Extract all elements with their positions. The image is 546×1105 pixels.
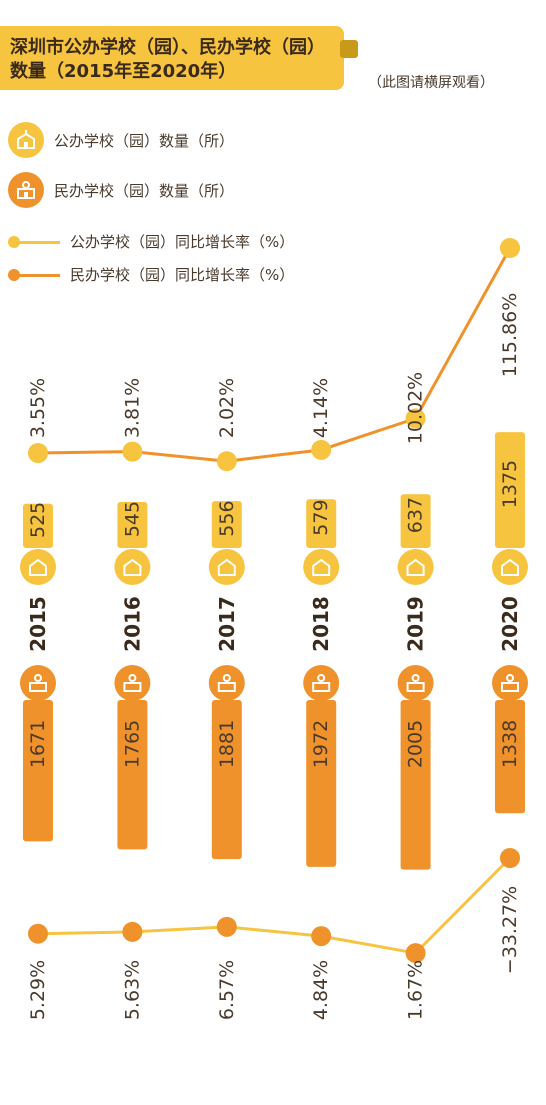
private-growth-point-2016 bbox=[122, 921, 143, 942]
private-count-label-2015: 1671 bbox=[27, 720, 49, 768]
private-school-icon-bell-2020 bbox=[506, 674, 514, 682]
x-tick-label-2020: 2020 bbox=[498, 596, 522, 652]
public-count-label-2020: 1375 bbox=[499, 460, 521, 508]
private-count-label-2016: 1765 bbox=[121, 720, 143, 768]
legend-private-line-swatch bbox=[8, 268, 60, 282]
private-growth-label-2020: −33.27% bbox=[499, 886, 521, 974]
private-count-label-2017: 1881 bbox=[216, 720, 238, 768]
legend-private-count-label: 民办学校（园）数量（所） bbox=[54, 181, 235, 200]
x-tick-label-2017: 2017 bbox=[215, 596, 239, 652]
private-school-icon-body-2015 bbox=[29, 682, 47, 692]
public-school-icon-glyph-2019 bbox=[406, 558, 425, 576]
private-growth-point-2018 bbox=[311, 926, 332, 947]
legend-public-line-swatch bbox=[8, 235, 60, 249]
private-school-icon-bell-2018 bbox=[317, 674, 326, 682]
public-school-icon-2017 bbox=[208, 549, 245, 585]
public-growth-label-2020: 115.86% bbox=[499, 293, 521, 378]
rotate-note: （此图请横屏观看） bbox=[368, 75, 494, 91]
private-growth-label-2017: 6.57% bbox=[216, 960, 238, 1020]
public-growth-point-2017 bbox=[216, 451, 237, 472]
public-growth-label-2018: 4.14% bbox=[310, 378, 332, 438]
public-count-bar-2017 bbox=[211, 501, 242, 548]
public-school-icon-2020 bbox=[492, 549, 528, 585]
public-count-label-2018: 579 bbox=[310, 499, 332, 535]
public-school-icon-2016 bbox=[114, 549, 151, 585]
private-growth-point-2019 bbox=[405, 943, 426, 964]
private-growth-line bbox=[37, 856, 512, 955]
private-school-icon-bell-2016 bbox=[128, 674, 137, 682]
school-building-icon bbox=[8, 122, 44, 158]
public-growth-point-2016 bbox=[122, 441, 143, 462]
chart-title-line2: 数量（2015年至2020年） bbox=[10, 61, 237, 82]
x-tick-label-2016: 2016 bbox=[120, 596, 144, 652]
legend-private-growth: 民办学校（园）同比增长率（%） bbox=[8, 264, 294, 285]
private-growth-label-2016: 5.63% bbox=[121, 960, 143, 1020]
public-growth-point-2019 bbox=[405, 408, 426, 429]
public-count-bar-2020 bbox=[495, 432, 525, 548]
legend-public-count-label: 公办学校（园）数量（所） bbox=[54, 131, 235, 150]
private-school-icon-body-2019 bbox=[406, 682, 425, 692]
public-count-bar-2016 bbox=[117, 502, 148, 548]
legend-private-count: 民办学校（园）数量（所） bbox=[8, 172, 234, 208]
public-growth-label-2017: 2.02% bbox=[216, 378, 238, 438]
chart-title-line1: 深圳市公办学校（园）、民办学校（园） bbox=[10, 37, 325, 58]
private-growth-point-2017 bbox=[216, 916, 237, 937]
private-count-bar-2016 bbox=[117, 700, 148, 850]
public-school-icon-glyph-2016 bbox=[123, 558, 142, 576]
private-count-label-2018: 1972 bbox=[310, 720, 332, 768]
private-growth-label-2015: 5.29% bbox=[27, 960, 49, 1020]
public-growth-label-2019: 10.02% bbox=[405, 372, 427, 444]
private-count-bar-2020 bbox=[495, 700, 525, 814]
private-school-icon-body-2017 bbox=[217, 682, 236, 692]
private-school-icon-bell-2019 bbox=[411, 674, 420, 682]
legend-private-growth-label: 民办学校（园）同比增长率（%） bbox=[70, 266, 295, 284]
private-school-icon-body-2018 bbox=[312, 682, 331, 692]
private-growth-point-2020 bbox=[500, 848, 520, 868]
title-banner bbox=[0, 26, 344, 90]
private-count-bar-2018 bbox=[306, 700, 337, 867]
public-growth-line bbox=[37, 247, 512, 463]
public-count-label-2017: 556 bbox=[216, 500, 238, 536]
public-school-icon-glyph-2015 bbox=[29, 558, 47, 576]
private-school-icon-bell-2015 bbox=[34, 674, 42, 682]
legend-public-count: 公办学校（园）数量（所） bbox=[8, 122, 234, 158]
private-school-icon-body-2016 bbox=[123, 682, 142, 692]
legend-public-growth: 公办学校（园）同比增长率（%） bbox=[8, 231, 294, 252]
public-growth-point-2018 bbox=[311, 439, 332, 460]
public-school-icon-2015 bbox=[20, 549, 56, 585]
public-count-label-2019: 637 bbox=[405, 497, 427, 533]
public-count-label-2016: 545 bbox=[121, 501, 143, 537]
public-count-bar-2019 bbox=[400, 494, 431, 548]
legend-public-growth-label: 公办学校（园）同比增长率（%） bbox=[70, 233, 295, 251]
private-count-bar-2017 bbox=[211, 700, 242, 860]
private-count-bar-2019 bbox=[400, 700, 431, 870]
x-tick-label-2018: 2018 bbox=[309, 596, 333, 652]
public-growth-label-2016: 3.81% bbox=[121, 378, 143, 438]
title-tab-decoration bbox=[340, 40, 358, 58]
private-count-label-2019: 2005 bbox=[405, 720, 427, 768]
private-growth-label-2019: 1.67% bbox=[405, 960, 427, 1020]
public-school-icon-glyph-2020 bbox=[501, 558, 519, 576]
public-school-icon-glyph-2017 bbox=[217, 558, 236, 576]
school-bell-icon bbox=[8, 172, 44, 208]
public-school-icon-2018 bbox=[303, 549, 340, 585]
private-count-label-2020: 1338 bbox=[499, 720, 521, 768]
private-school-icon-bell-2017 bbox=[222, 674, 231, 682]
private-growth-label-2018: 4.84% bbox=[310, 960, 332, 1020]
public-growth-point-2020 bbox=[500, 238, 520, 258]
private-growth-point-2015 bbox=[28, 923, 48, 944]
public-growth-label-2015: 3.55% bbox=[27, 378, 49, 438]
public-school-icon-glyph-2018 bbox=[312, 558, 331, 576]
x-tick-label-2019: 2019 bbox=[404, 596, 428, 652]
private-count-bar-2015 bbox=[23, 700, 53, 842]
public-count-label-2015: 525 bbox=[27, 502, 49, 538]
public-growth-point-2015 bbox=[28, 443, 48, 464]
public-count-bar-2015 bbox=[23, 503, 53, 548]
chart-title: 深圳市公办学校（园）、民办学校（园） 数量（2015年至2020年） bbox=[10, 36, 340, 84]
public-count-bar-2018 bbox=[306, 499, 337, 548]
private-school-icon-body-2020 bbox=[501, 682, 519, 692]
public-school-icon-2019 bbox=[397, 549, 434, 585]
x-tick-label-2015: 2015 bbox=[26, 596, 50, 652]
